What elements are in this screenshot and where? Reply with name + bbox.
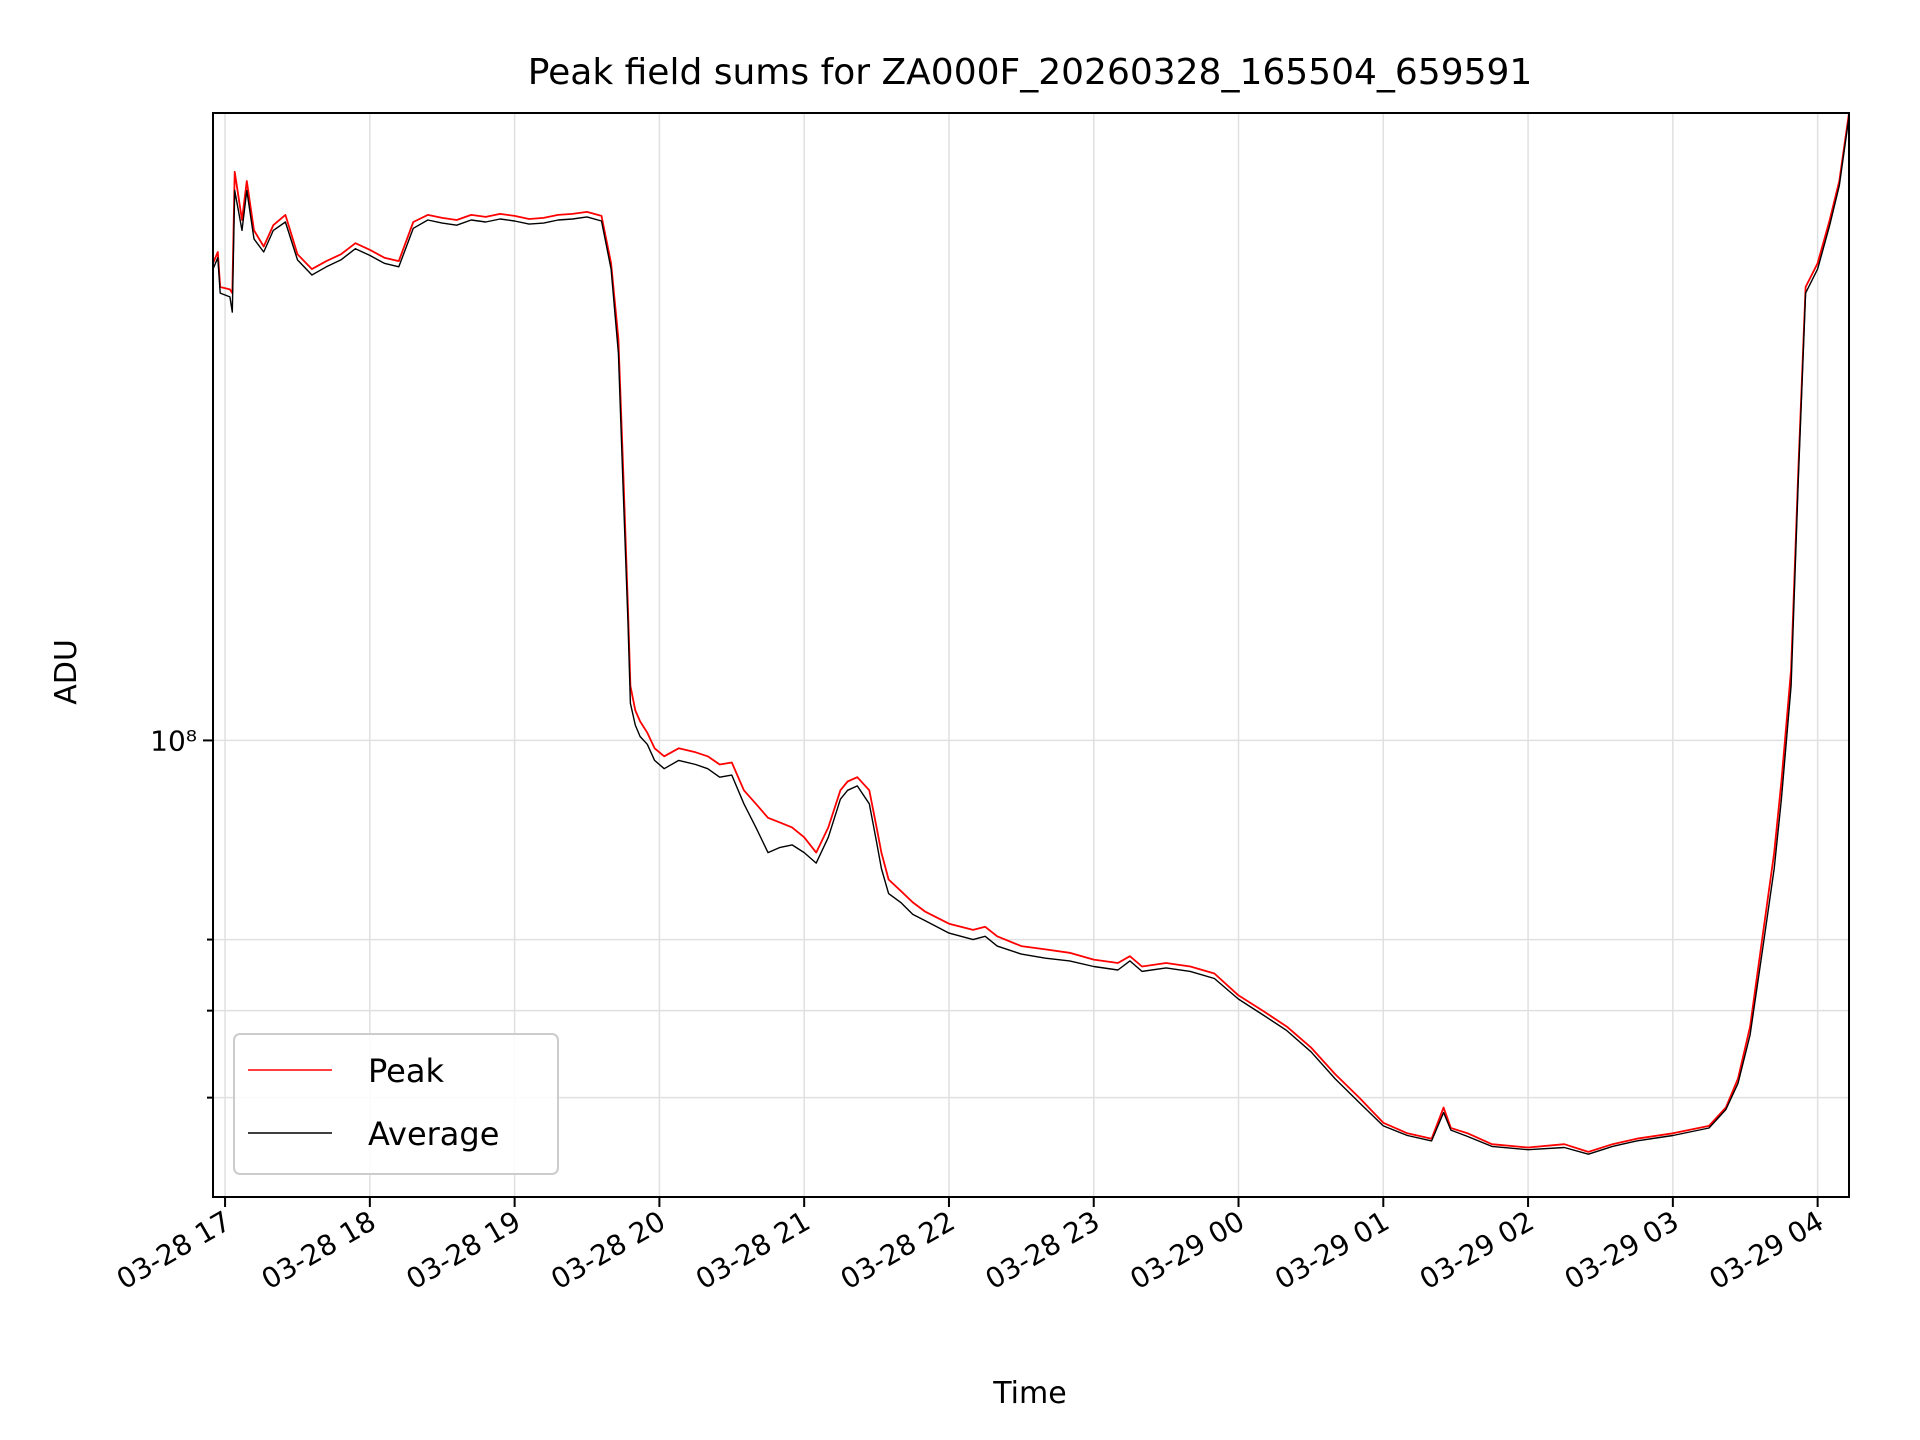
legend-average-label: Average xyxy=(368,1115,499,1153)
legend-box xyxy=(233,1033,559,1175)
grid xyxy=(213,113,1849,1197)
y-axis-label: ADU xyxy=(49,639,84,705)
series-lines xyxy=(212,112,1850,1155)
legend-peak-label: Peak xyxy=(368,1052,444,1090)
series-line-peak xyxy=(212,112,1850,1153)
legend: Peak Average xyxy=(233,1033,559,1175)
chart-title: Peak field sums for ZA000F_20260328_1655… xyxy=(528,52,1533,93)
x-axis-label: Time xyxy=(992,1376,1066,1411)
series-line-average xyxy=(212,116,1850,1155)
y-axis: 10⁸ xyxy=(150,724,213,1099)
y-tick-label: 10⁸ xyxy=(150,724,197,757)
plot-frame xyxy=(212,112,1850,1198)
